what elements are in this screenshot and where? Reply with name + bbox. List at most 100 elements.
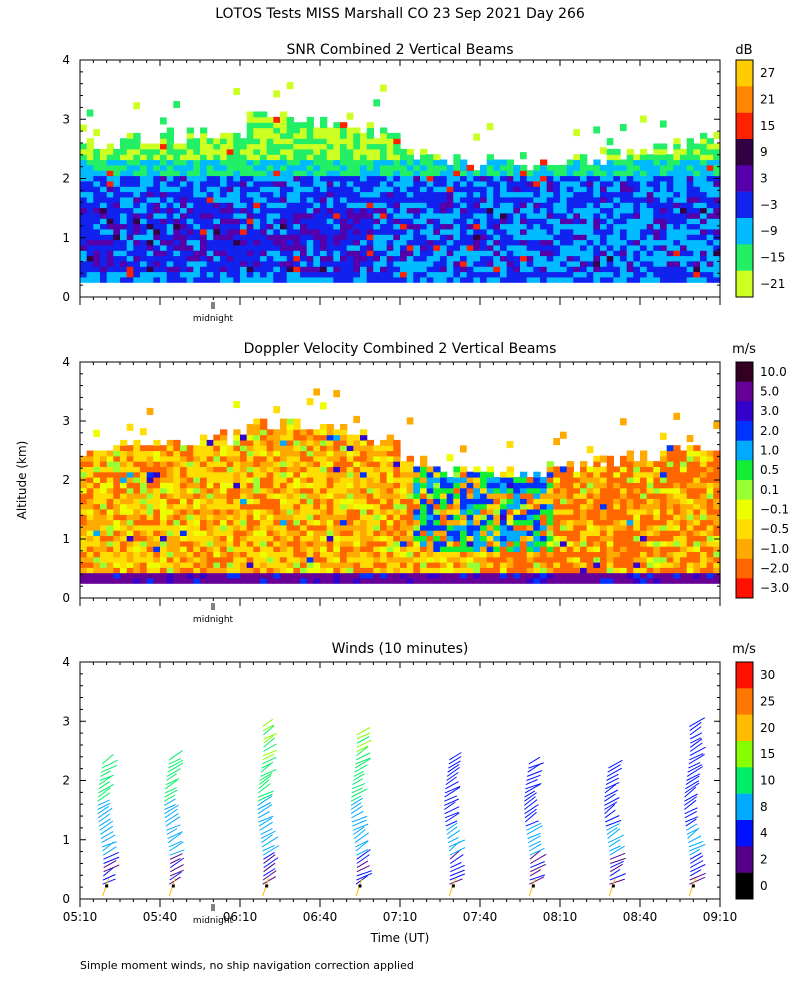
heatmap-cell <box>346 556 354 563</box>
heatmap-cell <box>500 159 508 166</box>
heatmap-cell <box>100 202 108 209</box>
heatmap-cell <box>80 186 88 193</box>
heatmap-cell <box>393 450 401 457</box>
heatmap-cell <box>226 148 234 155</box>
heatmap-cell <box>400 266 408 273</box>
heatmap-cell <box>406 148 414 155</box>
heatmap-cell <box>113 519 121 526</box>
heatmap-cell <box>386 477 394 483</box>
heatmap-cell <box>373 461 381 467</box>
heatmap-cell <box>360 239 368 246</box>
heatmap-cell <box>366 450 374 457</box>
heatmap-cell <box>540 524 548 531</box>
heatmap-cell <box>593 567 601 574</box>
heatmap-cell <box>120 562 128 568</box>
heatmap-cell <box>360 202 368 209</box>
heatmap-cell <box>433 493 441 499</box>
heatmap-cell <box>233 540 241 547</box>
heatmap-cell <box>246 202 254 209</box>
heatmap-cell <box>80 514 88 521</box>
heatmap-cell <box>346 519 354 526</box>
heatmap-cell <box>566 191 574 198</box>
heatmap-cell <box>93 577 101 584</box>
heatmap-cell <box>580 255 588 262</box>
heatmap-cell <box>286 196 294 203</box>
heatmap-cell <box>246 466 254 473</box>
heatmap-cell <box>653 546 661 552</box>
heatmap-cell <box>160 524 168 531</box>
heatmap-cell <box>146 567 154 574</box>
heatmap-cell <box>260 255 268 262</box>
heatmap-cell <box>246 546 254 552</box>
heatmap-cell <box>640 255 648 262</box>
heatmap-cell <box>546 234 554 241</box>
heatmap-cell <box>673 508 681 515</box>
heatmap-cell <box>326 276 334 283</box>
heatmap-cell <box>446 212 454 219</box>
heatmap-cell <box>80 546 88 552</box>
heatmap-cell <box>233 255 241 262</box>
heatmap-cell <box>180 239 188 246</box>
heatmap-cell <box>433 271 441 278</box>
heatmap-cell <box>140 556 148 563</box>
heatmap-cell <box>273 477 281 483</box>
heatmap-cell <box>573 514 581 521</box>
heatmap-cell <box>440 503 448 510</box>
heatmap-cell <box>600 514 608 521</box>
heatmap-cell <box>126 255 134 262</box>
heatmap-cell <box>133 471 141 478</box>
heatmap-cell <box>273 514 281 521</box>
heatmap-cell <box>286 487 294 494</box>
heatmap-cell <box>180 572 188 579</box>
heatmap-cell <box>126 524 134 531</box>
heatmap-cell <box>220 170 228 177</box>
heatmap-cell <box>266 540 274 547</box>
heatmap-cell <box>206 535 214 542</box>
heatmap-cell <box>546 508 554 515</box>
heatmap-cell <box>473 271 481 278</box>
heatmap-cell <box>280 466 288 473</box>
heatmap-cell <box>240 439 248 446</box>
heatmap-cell <box>386 471 394 478</box>
heatmap-cell <box>600 567 608 574</box>
heatmap-cell <box>153 164 161 171</box>
heatmap-cell <box>640 148 648 155</box>
heatmap-cell <box>620 180 628 187</box>
heatmap-cell <box>120 455 128 462</box>
heatmap-cell <box>486 170 494 177</box>
heatmap-cell <box>473 546 481 552</box>
heatmap-cell <box>513 514 521 521</box>
heatmap-cell <box>653 556 661 563</box>
heatmap-cell <box>660 260 668 267</box>
heatmap-cell <box>153 466 161 473</box>
heatmap-cell <box>240 196 248 203</box>
heatmap-cell <box>406 498 414 505</box>
heatmap-cell <box>173 546 181 552</box>
heatmap-cell <box>613 508 621 515</box>
heatmap-cell <box>460 186 468 193</box>
heatmap-cell <box>366 212 374 219</box>
heatmap-cell <box>380 572 388 579</box>
heatmap-cell <box>300 202 308 209</box>
heatmap-cell <box>193 466 201 473</box>
heatmap-cell <box>340 461 348 467</box>
heatmap-cell <box>633 202 641 209</box>
heatmap-cell <box>240 138 248 145</box>
heatmap-cell <box>373 551 381 558</box>
heatmap-cell <box>593 175 601 182</box>
heatmap-cell <box>426 535 434 542</box>
heatmap-cell <box>573 546 581 552</box>
heatmap-cell <box>100 255 108 262</box>
heatmap-cell <box>186 175 194 182</box>
heatmap-cell <box>660 535 668 542</box>
heatmap-cell <box>526 530 534 536</box>
heatmap-cell <box>433 186 441 193</box>
heatmap-cell <box>180 524 188 531</box>
heatmap-cell <box>146 524 154 531</box>
heatmap-cell <box>153 508 161 515</box>
heatmap-cell <box>533 170 541 177</box>
heatmap-cell <box>500 546 508 552</box>
heatmap-cell <box>386 572 394 579</box>
heatmap-cell <box>540 551 548 558</box>
heatmap-cell <box>653 562 661 568</box>
